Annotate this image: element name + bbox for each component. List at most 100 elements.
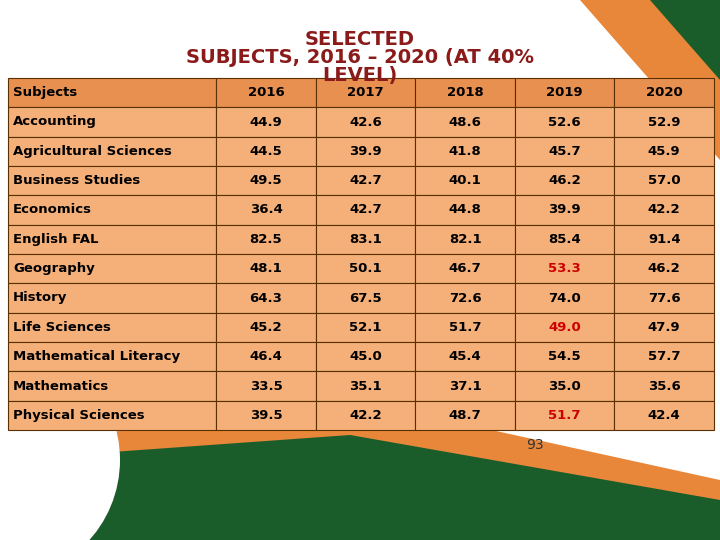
Bar [515,284,614,313]
Bar [415,401,515,430]
Text: 54.5: 54.5 [549,350,581,363]
Bar [316,195,415,225]
Bar [316,225,415,254]
Bar [316,284,415,313]
Text: 82.1: 82.1 [449,233,482,246]
Text: 35.6: 35.6 [648,380,680,393]
Circle shape [0,340,120,540]
Bar [515,254,614,284]
Bar [8,313,216,342]
Bar [216,107,316,137]
Text: Mathematics: Mathematics [13,380,109,393]
Text: SELECTED: SELECTED [305,30,415,49]
Bar [614,284,714,313]
Text: Business Studies: Business Studies [13,174,140,187]
Bar [614,254,714,284]
Polygon shape [0,410,720,540]
Bar [614,313,714,342]
Text: Accounting: Accounting [13,116,97,129]
Bar [8,342,216,372]
Text: 44.9: 44.9 [250,116,282,129]
Text: 52.9: 52.9 [648,116,680,129]
Text: 85.4: 85.4 [549,233,581,246]
Text: Physical Sciences: Physical Sciences [13,409,145,422]
Bar [415,372,515,401]
Bar [415,254,515,284]
Text: 83.1: 83.1 [349,233,382,246]
Text: 47.9: 47.9 [648,321,680,334]
Text: 91.4: 91.4 [648,233,680,246]
Text: 45.9: 45.9 [648,145,680,158]
Text: Agricultural Sciences: Agricultural Sciences [13,145,172,158]
Bar [515,372,614,401]
Text: Life Sciences: Life Sciences [13,321,111,334]
Bar [614,372,714,401]
Bar [216,401,316,430]
Polygon shape [650,0,720,80]
Text: 93: 93 [526,438,544,452]
Text: Geography: Geography [13,262,95,275]
Text: 2016: 2016 [248,86,284,99]
Text: 37.1: 37.1 [449,380,482,393]
Text: 46.7: 46.7 [449,262,482,275]
Text: 41.8: 41.8 [449,145,482,158]
Text: 35.1: 35.1 [349,380,382,393]
Text: 48.7: 48.7 [449,409,482,422]
Text: 74.0: 74.0 [549,292,581,305]
Text: 40.1: 40.1 [449,174,482,187]
Bar [515,313,614,342]
Text: 52.1: 52.1 [349,321,382,334]
Bar [614,166,714,195]
Bar [8,225,216,254]
Bar [316,342,415,372]
Bar [8,254,216,284]
Text: 46.2: 46.2 [648,262,680,275]
Bar [316,166,415,195]
Bar [8,401,216,430]
Text: 82.5: 82.5 [250,233,282,246]
Text: English FAL: English FAL [13,233,99,246]
Bar [8,195,216,225]
Bar [8,107,216,137]
Text: 42.2: 42.2 [648,204,680,217]
Text: 2017: 2017 [347,86,384,99]
Text: 53.3: 53.3 [549,262,581,275]
Bar [415,137,515,166]
Bar [515,401,614,430]
Polygon shape [580,0,720,160]
Bar [614,137,714,166]
Text: 45.4: 45.4 [449,350,482,363]
Text: 67.5: 67.5 [349,292,382,305]
Bar [415,225,515,254]
Polygon shape [0,435,720,540]
Text: 50.1: 50.1 [349,262,382,275]
Bar [8,78,216,107]
Text: 36.4: 36.4 [250,204,282,217]
Bar [415,78,515,107]
Text: 72.6: 72.6 [449,292,482,305]
Text: 45.2: 45.2 [250,321,282,334]
Bar [415,195,515,225]
Text: 44.8: 44.8 [449,204,482,217]
Text: 42.4: 42.4 [648,409,680,422]
Bar [614,107,714,137]
Text: 51.7: 51.7 [549,409,581,422]
Bar [515,342,614,372]
Text: 52.6: 52.6 [549,116,581,129]
Text: 33.5: 33.5 [250,380,282,393]
Text: History: History [13,292,68,305]
Bar [316,137,415,166]
Text: Subjects: Subjects [13,86,77,99]
Bar [216,284,316,313]
Bar [216,166,316,195]
Text: 57.7: 57.7 [648,350,680,363]
Bar [515,195,614,225]
Bar [216,137,316,166]
Text: 39.9: 39.9 [549,204,581,217]
Text: 77.6: 77.6 [648,292,680,305]
Text: 2019: 2019 [546,86,583,99]
Bar [515,137,614,166]
Bar [8,137,216,166]
Bar [316,313,415,342]
Text: 35.0: 35.0 [549,380,581,393]
